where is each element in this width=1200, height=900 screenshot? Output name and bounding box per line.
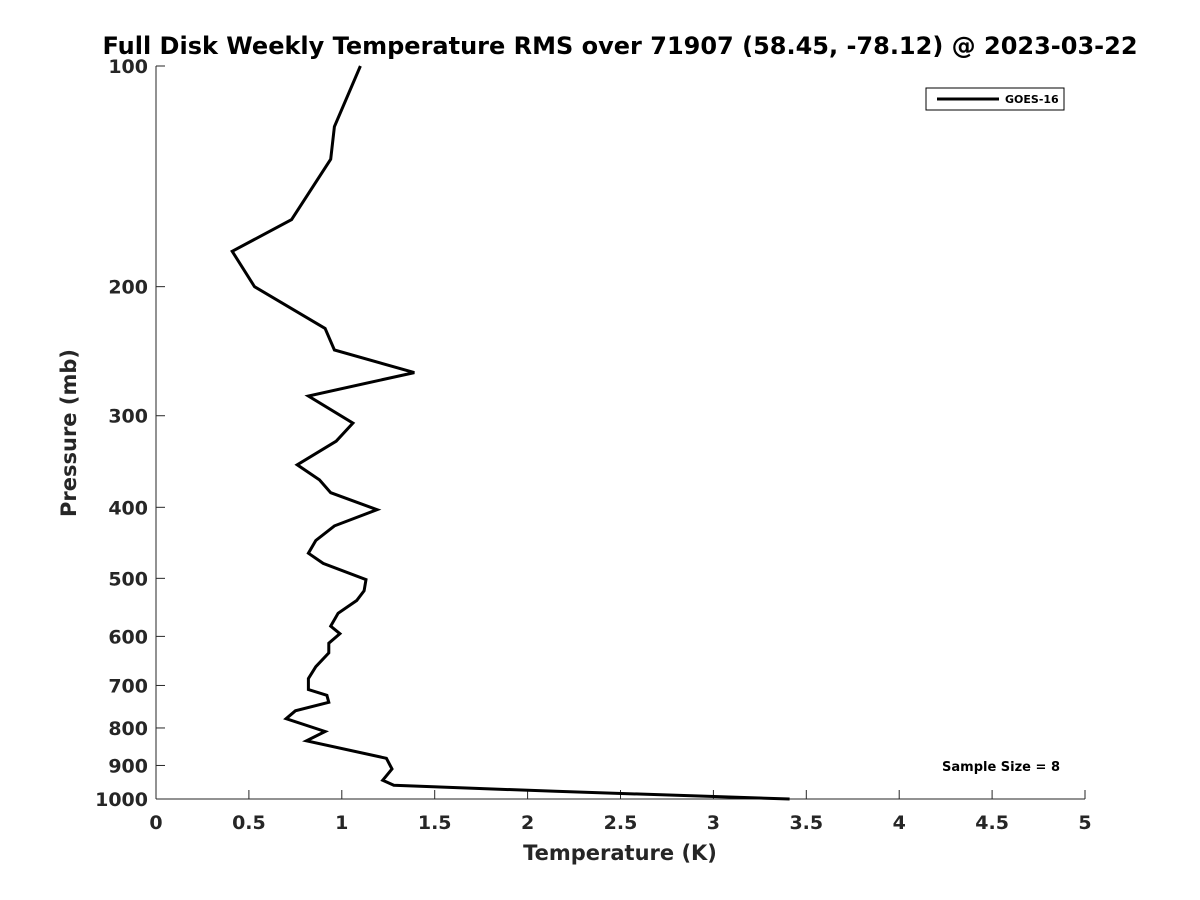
legend-label-goes-16: GOES-16 (1005, 93, 1059, 106)
y-tick-label: 1000 (95, 789, 148, 811)
x-tick-label: 2.5 (604, 812, 638, 834)
y-tick-label: 400 (108, 497, 148, 519)
y-tick-label: 500 (108, 568, 148, 590)
y-axis-label: Pressure (mb) (57, 349, 81, 517)
axes: 0 0.5 1 1.5 2 2.5 3 3.5 4 4.5 5 100 200 300 400 500 600 7… (95, 56, 1092, 834)
x-tick-label: 0 (149, 812, 162, 834)
chart-title: Full Disk Weekly Temperature RMS over 71… (102, 32, 1137, 60)
x-tick-label: 1 (335, 812, 348, 834)
x-tick-label: 5 (1078, 812, 1091, 834)
y-tick-label: 200 (108, 277, 148, 299)
sample-size-annotation: Sample Size = 8 (942, 760, 1060, 775)
legend: GOES-16 (925, 87, 1065, 111)
x-tick-label: 3.5 (789, 812, 823, 834)
series-line-goes-16 (230, 65, 790, 801)
y-tick-label: 700 (108, 675, 148, 697)
x-tick-label: 4.5 (975, 812, 1009, 834)
y-tick-label: 100 (108, 56, 148, 78)
x-tick-label: 0.5 (232, 812, 266, 834)
y-tick-label: 300 (108, 406, 148, 428)
x-axis-label: Temperature (K) (523, 841, 717, 865)
y-tick-label: 800 (108, 718, 148, 740)
y-tick-label: 600 (108, 626, 148, 648)
x-tick-label: 2 (521, 812, 534, 834)
y-tick-label: 900 (108, 755, 148, 777)
x-tick-label: 3 (707, 812, 720, 834)
x-tick-label: 4 (893, 812, 906, 834)
series-layer (230, 65, 790, 801)
x-tick-label: 1.5 (418, 812, 452, 834)
